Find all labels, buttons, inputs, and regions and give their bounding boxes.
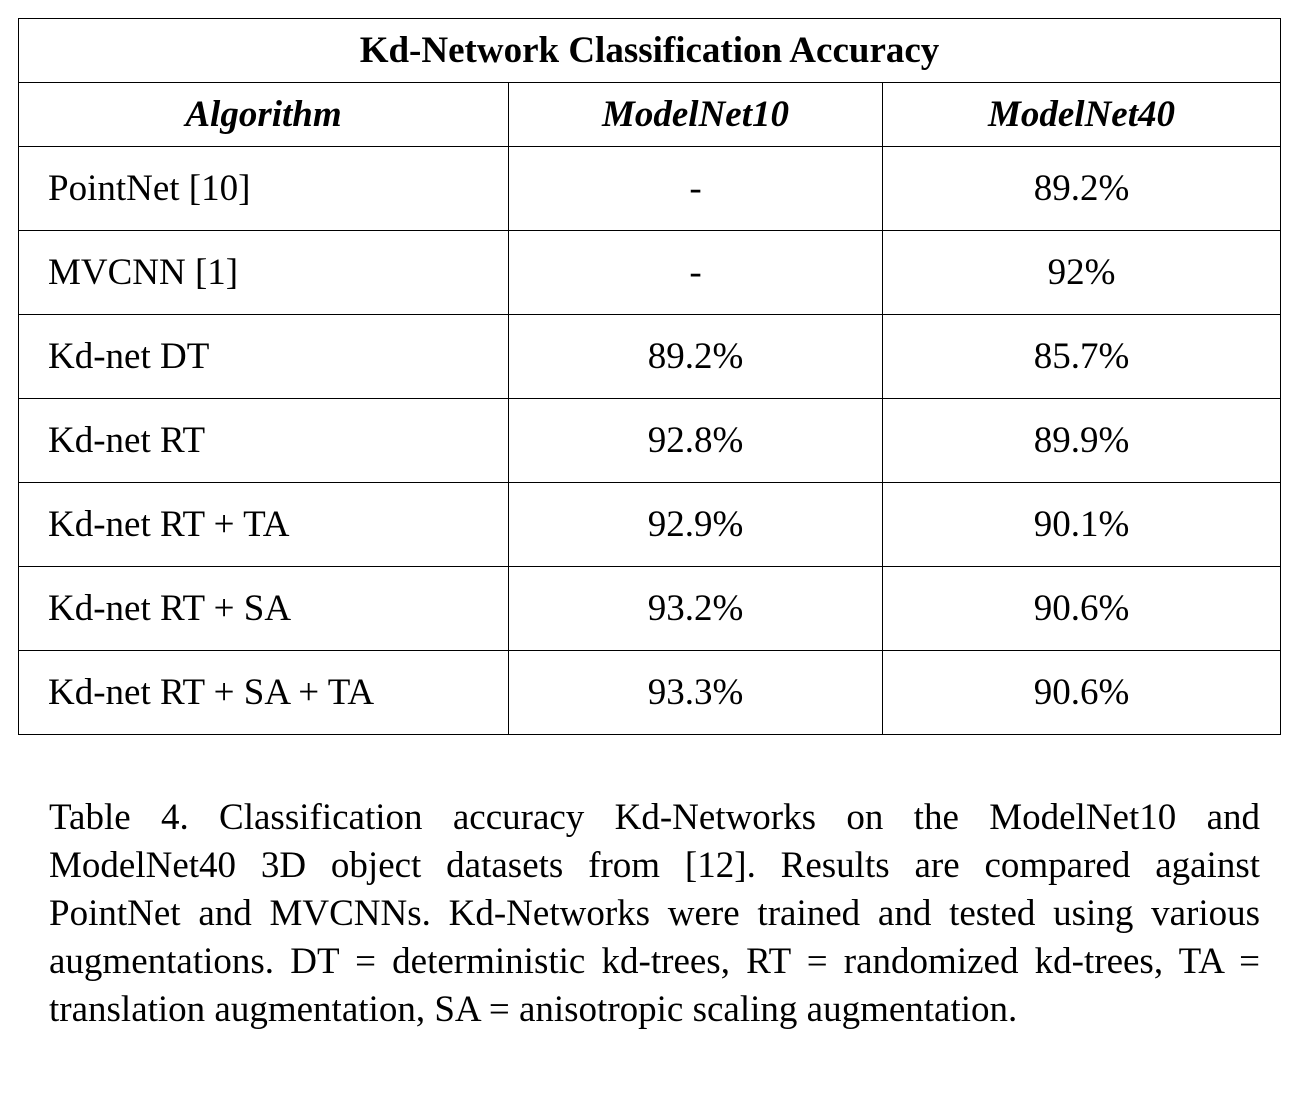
- modelnet10-cell: 93.3%: [508, 650, 883, 735]
- algorithm-cell: Kd-net RT + SA + TA: [18, 650, 509, 735]
- modelnet40-cell: 90.1%: [882, 482, 1281, 567]
- table-row: Kd-net RT 92.8% 89.9%: [18, 398, 1281, 483]
- algorithm-cell: Kd-net RT + SA: [18, 566, 509, 651]
- modelnet40-cell: 90.6%: [882, 650, 1281, 735]
- column-header-algorithm: Algorithm: [18, 82, 509, 147]
- column-header-modelnet10: ModelNet10: [508, 82, 883, 147]
- modelnet40-cell: 85.7%: [882, 314, 1281, 399]
- modelnet10-cell: 92.9%: [508, 482, 883, 567]
- modelnet10-cell: -: [508, 230, 883, 315]
- table-row: Kd-net RT + SA + TA 93.3% 90.6%: [18, 650, 1281, 735]
- modelnet10-cell: 89.2%: [508, 314, 883, 399]
- table-caption: Table 4. Classification accuracy Kd-Netw…: [49, 797, 1260, 1030]
- modelnet40-cell: 92%: [882, 230, 1281, 315]
- results-table: Kd-Network Classification Accuracy Algor…: [18, 18, 1281, 735]
- table-title-row: Kd-Network Classification Accuracy: [18, 18, 1281, 83]
- algorithm-cell: Kd-net RT: [18, 398, 509, 483]
- algorithm-cell: Kd-net DT: [18, 314, 509, 399]
- table-title: Kd-Network Classification Accuracy: [18, 18, 1281, 83]
- modelnet10-cell: -: [508, 146, 883, 231]
- modelnet40-cell: 89.2%: [882, 146, 1281, 231]
- column-header-modelnet40: ModelNet40: [882, 82, 1281, 147]
- table-row: MVCNN [1] - 92%: [18, 230, 1281, 315]
- modelnet40-cell: 89.9%: [882, 398, 1281, 483]
- algorithm-cell: Kd-net RT + TA: [18, 482, 509, 567]
- table-row: PointNet [10] - 89.2%: [18, 146, 1281, 231]
- table-row: Kd-net RT + SA 93.2% 90.6%: [18, 566, 1281, 651]
- modelnet10-cell: 93.2%: [508, 566, 883, 651]
- modelnet10-cell: 92.8%: [508, 398, 883, 483]
- algorithm-cell: PointNet [10]: [18, 146, 509, 231]
- algorithm-cell: MVCNN [1]: [18, 230, 509, 315]
- table-header-row: Algorithm ModelNet10 ModelNet40: [18, 82, 1281, 147]
- modelnet40-cell: 90.6%: [882, 566, 1281, 651]
- table-row: Kd-net RT + TA 92.9% 90.1%: [18, 482, 1281, 567]
- table-row: Kd-net DT 89.2% 85.7%: [18, 314, 1281, 399]
